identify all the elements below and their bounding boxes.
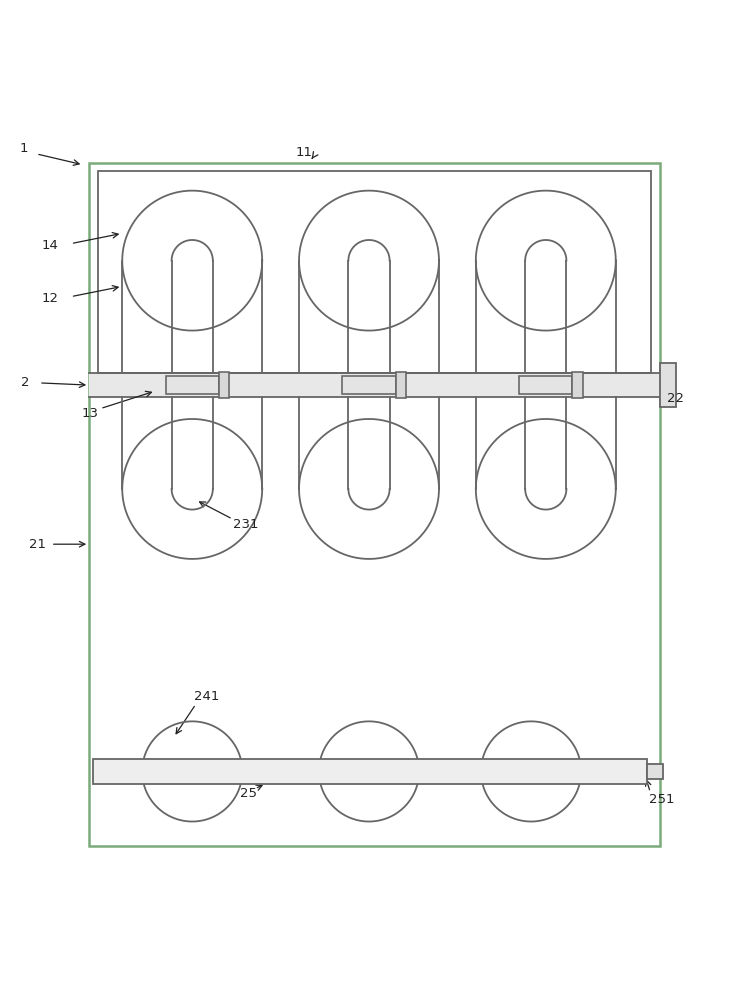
Bar [218, 372, 229, 398]
Text: 12: 12 [41, 292, 58, 305]
Text: 22: 22 [667, 392, 684, 405]
Bar [89, 373, 660, 397]
Bar [660, 363, 676, 407]
Text: 241: 241 [193, 690, 219, 703]
Text: 13: 13 [82, 407, 99, 420]
Bar [572, 372, 582, 398]
Text: 25: 25 [240, 787, 257, 800]
Bar [646, 764, 663, 779]
Bar [89, 163, 660, 846]
Bar [520, 376, 572, 394]
Text: 231: 231 [232, 518, 258, 531]
Text: 1: 1 [19, 142, 27, 155]
Text: 11: 11 [295, 146, 312, 159]
Bar [93, 759, 646, 784]
Text: 251: 251 [649, 793, 675, 806]
Text: 2: 2 [21, 376, 29, 389]
Bar [342, 376, 396, 394]
Bar [396, 372, 406, 398]
Text: 21: 21 [29, 538, 46, 551]
Text: 14: 14 [41, 239, 58, 252]
Bar [166, 376, 218, 394]
Bar [98, 171, 651, 373]
